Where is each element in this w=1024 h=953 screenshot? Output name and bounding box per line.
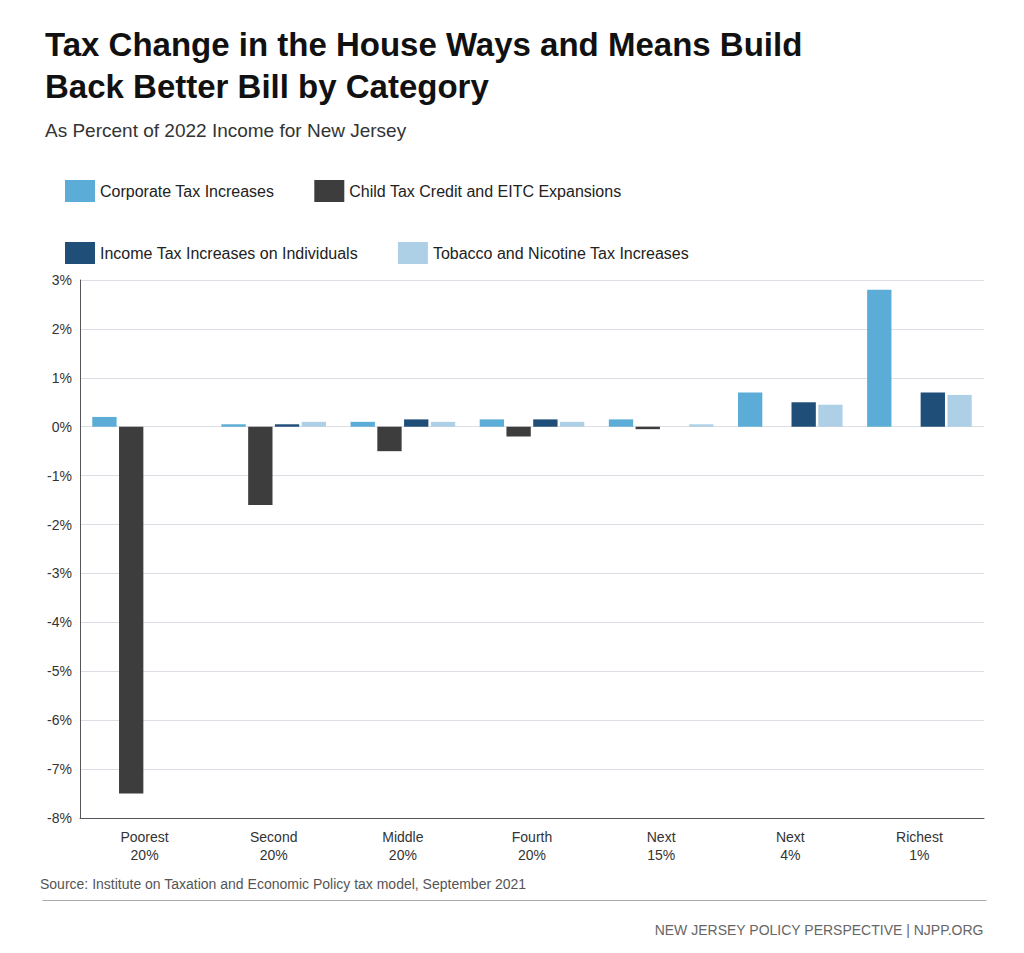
svg-text:Source: Institute on Taxation: Source: Institute on Taxation and Econom…	[40, 876, 526, 892]
svg-text:1%: 1%	[52, 370, 72, 386]
svg-text:20%: 20%	[389, 847, 417, 863]
svg-text:20%: 20%	[131, 847, 159, 863]
svg-text:-1%: -1%	[47, 468, 72, 484]
svg-text:Tobacco and Nicotine Tax Incre: Tobacco and Nicotine Tax Increases	[433, 245, 689, 262]
svg-text:-4%: -4%	[47, 614, 72, 630]
svg-text:Income Tax Increases on Indivi: Income Tax Increases on Individuals	[100, 245, 358, 262]
svg-text:Tax Change in the House Ways a: Tax Change in the House Ways and Means B…	[45, 26, 802, 63]
svg-text:20%: 20%	[518, 847, 546, 863]
svg-text:Back Better Bill by Category: Back Better Bill by Category	[45, 68, 489, 105]
svg-text:Child Tax Credit and EITC Expa: Child Tax Credit and EITC Expansions	[349, 183, 621, 200]
svg-text:Fourth: Fourth	[512, 829, 552, 845]
svg-text:4%: 4%	[780, 847, 800, 863]
svg-text:15%: 15%	[647, 847, 675, 863]
svg-text:1%: 1%	[909, 847, 929, 863]
svg-text:NEW JERSEY POLICY PERSPECTIVE: NEW JERSEY POLICY PERSPECTIVE | NJPP.ORG	[655, 922, 984, 938]
svg-text:2%: 2%	[52, 321, 72, 337]
svg-text:3%: 3%	[52, 272, 72, 288]
svg-text:As Percent of 2022 Income for: As Percent of 2022 Income for New Jersey	[45, 120, 407, 141]
svg-text:20%: 20%	[260, 847, 288, 863]
svg-text:Second: Second	[250, 829, 297, 845]
svg-text:Next: Next	[776, 829, 805, 845]
svg-text:0%: 0%	[52, 419, 72, 435]
svg-text:-8%: -8%	[47, 810, 72, 826]
svg-text:Middle: Middle	[382, 829, 423, 845]
svg-text:-7%: -7%	[47, 761, 72, 777]
svg-text:-5%: -5%	[47, 663, 72, 679]
svg-text:-2%: -2%	[47, 517, 72, 533]
svg-text:Poorest: Poorest	[120, 829, 168, 845]
svg-text:-6%: -6%	[47, 712, 72, 728]
svg-text:Richest: Richest	[896, 829, 943, 845]
svg-text:Corporate Tax Increases: Corporate Tax Increases	[100, 183, 274, 200]
svg-text:Next: Next	[647, 829, 676, 845]
svg-text:-3%: -3%	[47, 565, 72, 581]
